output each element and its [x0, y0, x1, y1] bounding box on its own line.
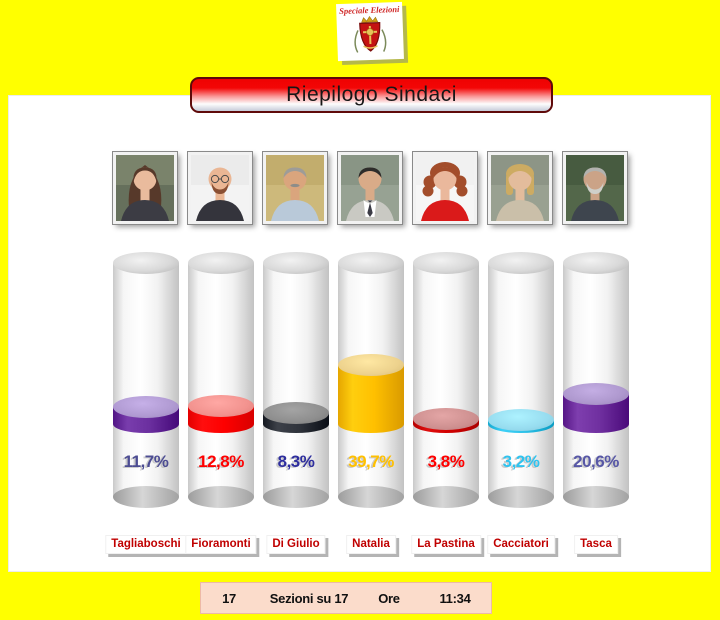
candidate-name: La Pastina — [411, 535, 481, 554]
time-label: Ore — [378, 590, 400, 606]
result-cylinder: 3,8% — [413, 252, 479, 508]
cylinder-body — [563, 263, 629, 497]
fill-band-top — [113, 396, 179, 418]
cylinder-base — [413, 486, 479, 508]
cylinder-base — [113, 486, 179, 508]
cylinder-cap — [263, 252, 329, 274]
result-cylinder: 8,3% — [263, 252, 329, 508]
percentage-label: 12,8% — [198, 452, 244, 471]
cylinder-cap — [488, 252, 554, 274]
fill-band-top — [488, 409, 554, 431]
page-title: Riepilogo Sindaci — [286, 83, 457, 106]
fill-band-top — [563, 383, 629, 405]
title-banner: Riepilogo Sindaci — [190, 77, 553, 113]
speciale-elezioni-badge: Speciale Elezioni — [336, 1, 404, 62]
candidate-name: Tasca — [574, 535, 618, 554]
cylinder-base — [488, 486, 554, 508]
sections-label: Sezioni su 17 — [269, 590, 349, 606]
result-cylinder: 39,7% — [338, 252, 404, 508]
fill-band-top — [188, 395, 254, 417]
candidate-photo — [412, 151, 478, 225]
result-cylinder: 3,2% — [488, 252, 554, 508]
cylinder-cap — [338, 252, 404, 274]
cylinder-base — [263, 486, 329, 508]
coat-of-arms-icon — [354, 15, 387, 53]
candidate-name: Natalia — [346, 535, 396, 554]
candidate-column: 12,8% Fioramonti — [183, 150, 259, 570]
sections-count: 17 — [222, 590, 236, 606]
candidate-photo — [262, 151, 328, 225]
cylinder-cap — [188, 252, 254, 274]
candidate-name: Tagliaboschi — [105, 535, 187, 554]
cylinder-body — [113, 263, 179, 497]
candidate-photo — [562, 151, 628, 225]
candidate-name: Cacciatori — [487, 535, 555, 554]
percentage-label: 39,7% — [348, 452, 394, 471]
cylinder-base — [188, 486, 254, 508]
cylinder-base — [338, 486, 404, 508]
candidate-photo — [487, 151, 553, 225]
result-cylinder: 12,8% — [188, 252, 254, 508]
candidate-column: 39,7% Natalia — [333, 150, 409, 570]
cylinder-cap — [413, 252, 479, 274]
cylinder-body — [413, 263, 479, 497]
fill-band-top — [413, 408, 479, 430]
time-value: 11:34 — [439, 590, 471, 606]
candidate-photo — [187, 151, 253, 225]
fill-band — [338, 365, 404, 433]
candidate-name: Fioramonti — [185, 535, 257, 554]
result-cylinder: 11,7% — [113, 252, 179, 508]
candidate-column: 11,7% Tagliaboschi — [105, 150, 187, 570]
fill-band-top — [338, 354, 404, 376]
candidate-photo — [112, 151, 178, 225]
candidate-column: 3,8% La Pastina — [408, 150, 484, 570]
candidate-name: Di Giulio — [266, 535, 326, 554]
candidate-column: 3,2% Cacciatori — [483, 150, 559, 570]
cylinder-cap — [563, 252, 629, 274]
cylinder-body — [488, 263, 554, 497]
cylinder-body — [188, 263, 254, 497]
badge-title: Speciale Elezioni — [338, 3, 400, 17]
status-bar: 17 Sezioni su 17 Ore 11:34 — [200, 582, 492, 614]
candidate-column: 20,6% Tasca — [558, 150, 634, 570]
percentage-label: 3,8% — [427, 452, 465, 471]
candidate-photo — [337, 151, 403, 225]
candidate-column: 8,3% Di Giulio — [258, 150, 334, 570]
percentage-label: 3,2% — [502, 452, 540, 471]
fill-band-top — [263, 402, 329, 424]
cylinder-cap — [113, 252, 179, 274]
percentage-label: 20,6% — [573, 452, 619, 471]
percentage-label: 11,7% — [123, 452, 169, 471]
result-cylinder: 20,6% — [563, 252, 629, 508]
percentage-label: 8,3% — [277, 452, 315, 471]
cylinder-body — [263, 263, 329, 497]
cylinder-base — [563, 486, 629, 508]
